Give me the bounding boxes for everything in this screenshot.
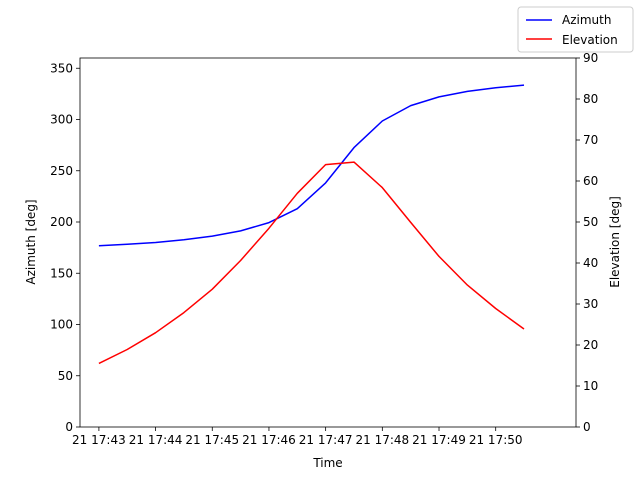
left-y-tick-label: 100: [50, 318, 73, 332]
right-y-tick-label: 60: [583, 174, 598, 188]
left-y-tick-label: 50: [58, 369, 73, 383]
left-y-axis-ticks: 0 50 100 150 200 250 300 350: [50, 61, 80, 434]
x-tick-label: 21 17:44: [129, 433, 183, 447]
series-line-elevation: [98, 161, 525, 365]
right-y-tick-label: 0: [583, 420, 591, 434]
x-tick-label: 21 17:49: [412, 433, 466, 447]
left-y-tick-label: 200: [50, 215, 73, 229]
right-y-tick-label: 30: [583, 297, 598, 311]
x-axis-label: Time: [312, 456, 342, 470]
series-line-azimuth: [98, 84, 525, 247]
legend-elevation-label: Elevation: [562, 33, 618, 47]
plot-frame: [79, 57, 577, 428]
right-y-axis-ticks: 0 10 20 30 40 50 60 70 80 90: [576, 51, 598, 434]
left-y-axis-label: Azimuth [deg]: [24, 199, 38, 284]
left-y-tick-label: 250: [50, 164, 73, 178]
left-y-tick-label: 350: [50, 61, 73, 75]
right-y-tick-label: 10: [583, 379, 598, 393]
x-tick-label: 21 17:46: [242, 433, 296, 447]
right-y-axis-label: Elevation [deg]: [608, 196, 622, 288]
x-tick-label: 21 17:47: [299, 433, 353, 447]
series-lines: [98, 84, 525, 365]
legend-azimuth-label: Azimuth: [562, 13, 611, 27]
x-axis-ticks: 21 17:43 21 17:44 21 17:45 21 17:46 21 17:47…: [72, 427, 523, 447]
right-y-tick-label: 90: [583, 51, 598, 65]
right-y-tick-label: 70: [583, 133, 598, 147]
right-y-tick-label: 80: [583, 92, 598, 106]
left-y-tick-label: 300: [50, 113, 73, 127]
left-y-tick-label: 0: [65, 420, 73, 434]
x-tick-label: 21 17:45: [185, 433, 239, 447]
legend-box: [517, 6, 634, 53]
x-tick-label: 21 17:43: [72, 433, 126, 447]
right-y-tick-label: 20: [583, 338, 598, 352]
x-tick-label: 21 17:48: [355, 433, 409, 447]
right-y-tick-label: 50: [583, 215, 598, 229]
x-tick-label: 21 17:50: [469, 433, 523, 447]
legend: Azimuth Elevation: [517, 6, 634, 53]
left-y-tick-label: 150: [50, 266, 73, 280]
right-y-tick-label: 40: [583, 256, 598, 270]
